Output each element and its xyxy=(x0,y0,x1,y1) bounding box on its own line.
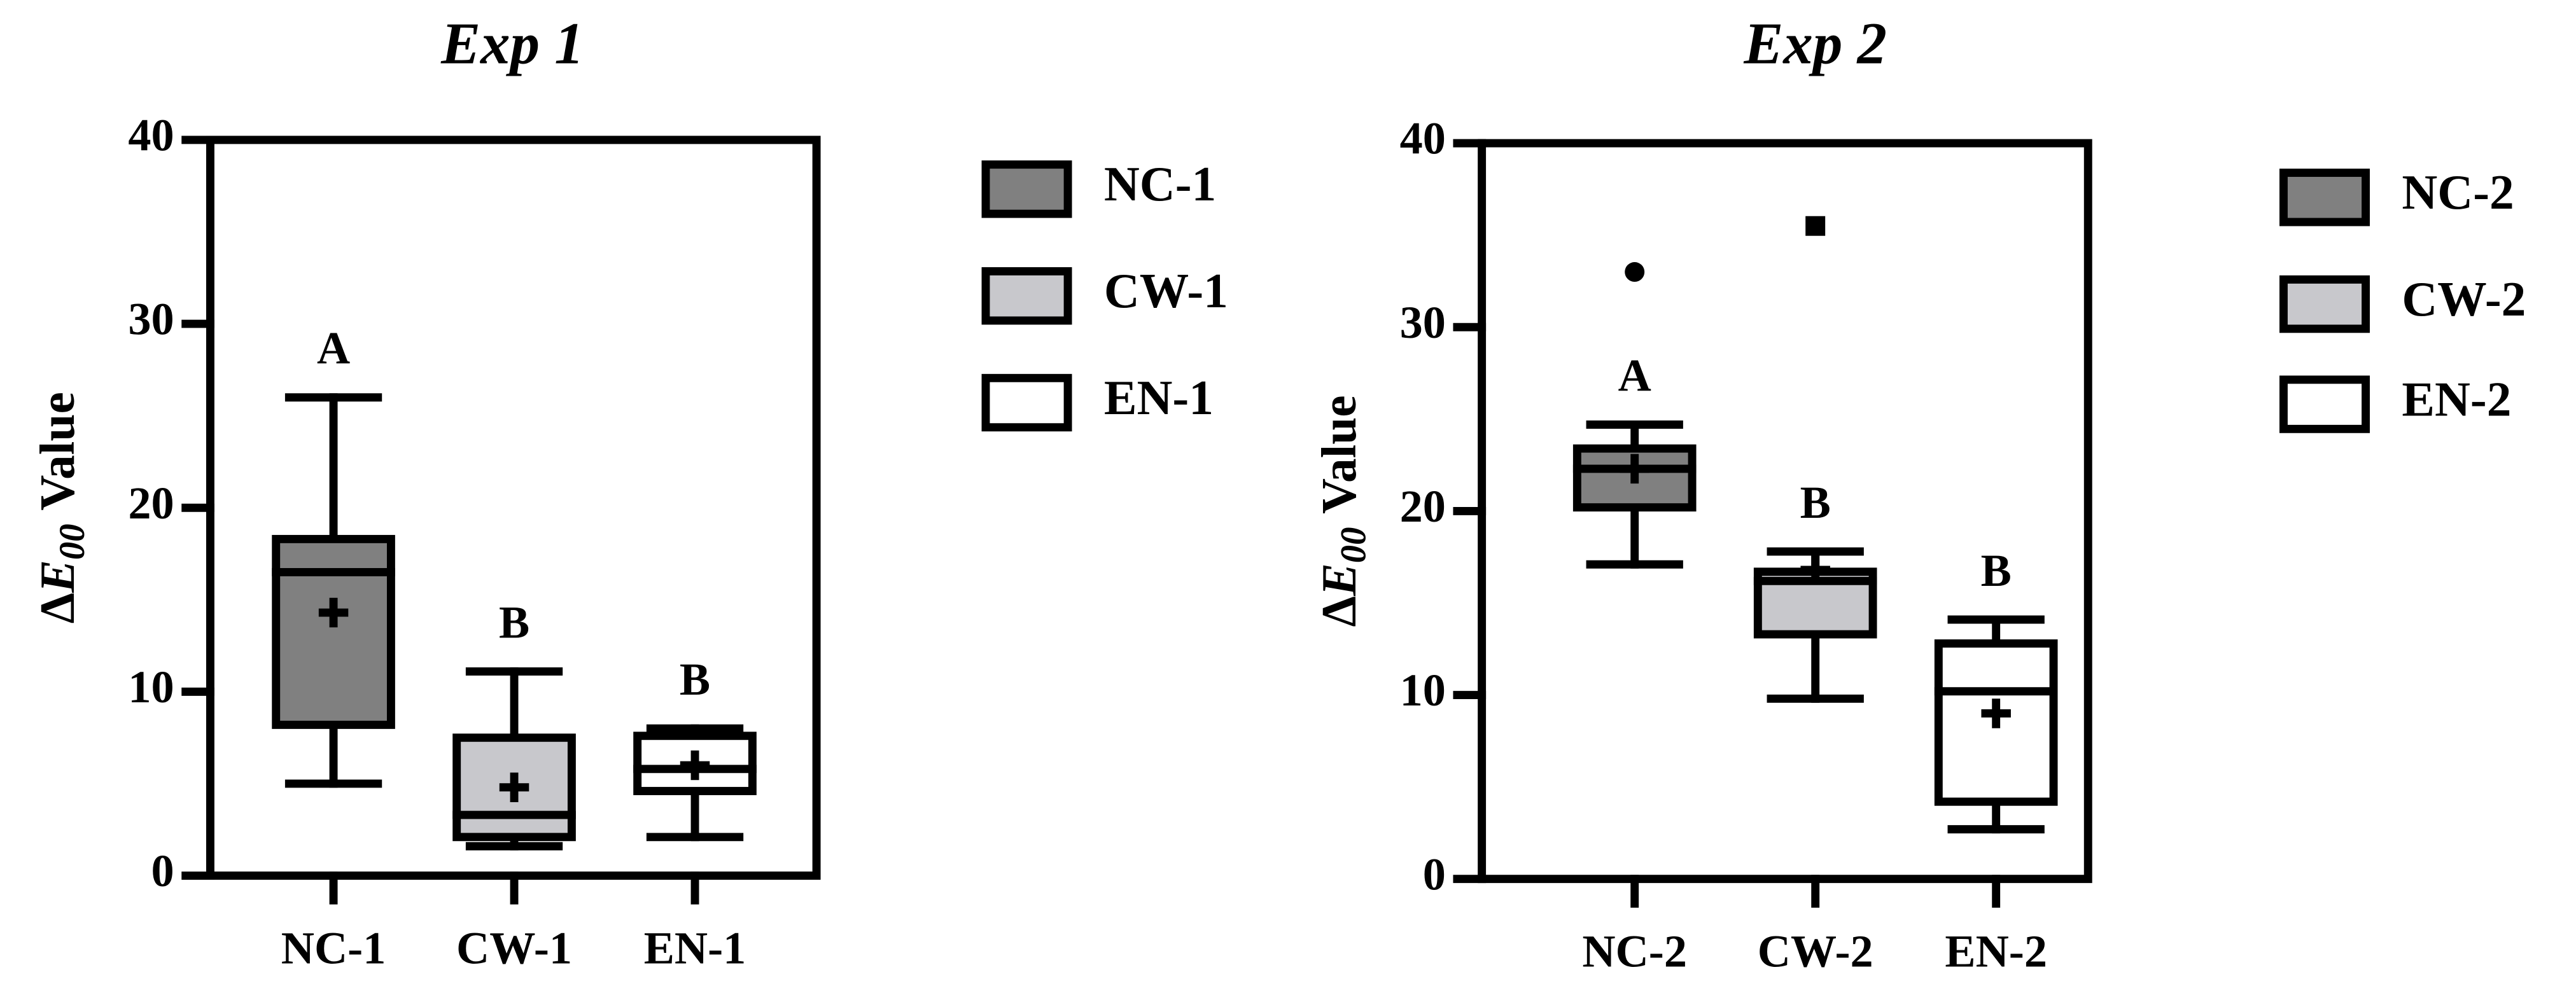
group-letter: B xyxy=(499,597,529,648)
group-letter: A xyxy=(317,323,350,374)
legend-swatch xyxy=(2279,375,2370,433)
legend-label: CW-1 xyxy=(1104,263,1228,318)
legend-label: NC-1 xyxy=(1104,156,1216,211)
x-tick-label: EN-1 xyxy=(644,922,746,973)
y-tick-label: 30 xyxy=(1400,297,1446,348)
group-letter: B xyxy=(1981,545,2012,596)
box xyxy=(272,534,395,729)
mean-marker xyxy=(499,772,529,802)
legend-swatch xyxy=(2279,169,2370,226)
legend-swatch xyxy=(2279,275,2370,333)
plot-frame xyxy=(1478,139,2092,884)
legend-label: NC-2 xyxy=(2402,165,2514,219)
x-tick-label: NC-2 xyxy=(1582,926,1687,977)
y-tick-label: 20 xyxy=(128,478,174,529)
outlier xyxy=(1625,262,1645,282)
x-tick-label: EN-2 xyxy=(1945,926,2047,977)
group-letter: B xyxy=(680,654,710,705)
group-letter: A xyxy=(1618,350,1651,401)
mean-marker xyxy=(318,597,349,628)
y-tick-label: 10 xyxy=(1400,665,1446,716)
outlier xyxy=(1805,216,1826,236)
y-axis-label-part: E xyxy=(30,560,85,594)
x-tick-label: CW-2 xyxy=(1758,926,1873,977)
mean-marker xyxy=(680,750,710,781)
legend-label: CW-2 xyxy=(2402,272,2526,326)
chart-title: Exp 1 xyxy=(440,11,584,76)
y-tick-label: 10 xyxy=(128,662,174,712)
y-axis-label-part: 00 xyxy=(52,524,92,560)
group-letter: B xyxy=(1800,477,1831,528)
y-tick-label: 30 xyxy=(128,294,174,345)
y-axis-label-part: Value xyxy=(1312,395,1366,514)
mean-marker xyxy=(1620,454,1649,484)
y-axis-label: ΔE00 Value xyxy=(1312,395,1374,627)
mean-marker xyxy=(1800,555,1830,585)
y-axis-label-part: Δ xyxy=(30,593,85,624)
y-axis-label-part: 00 xyxy=(1333,527,1373,563)
chart-title: Exp 2 xyxy=(1743,11,1887,76)
mean-marker xyxy=(1981,698,2011,728)
y-tick-label: 40 xyxy=(128,110,174,161)
legend-label: EN-1 xyxy=(1104,370,1214,425)
y-tick-label: 40 xyxy=(1400,113,1446,164)
legend-swatch xyxy=(981,160,1072,218)
y-tick-label: 0 xyxy=(151,845,174,896)
y-axis-label-part: Value xyxy=(30,392,85,510)
y-axis-label-part: Δ xyxy=(1312,596,1366,627)
x-tick-label: NC-1 xyxy=(281,922,386,973)
y-axis-label: ΔE00 Value xyxy=(30,392,92,623)
y-tick-label: 0 xyxy=(1423,849,1446,899)
y-axis-label-part: E xyxy=(1312,563,1366,597)
legend-swatch xyxy=(981,267,1072,325)
legend-label: EN-2 xyxy=(2402,371,2511,426)
x-tick-label: CW-1 xyxy=(456,922,572,973)
y-tick-label: 20 xyxy=(1400,481,1446,532)
legend-swatch xyxy=(981,373,1072,432)
